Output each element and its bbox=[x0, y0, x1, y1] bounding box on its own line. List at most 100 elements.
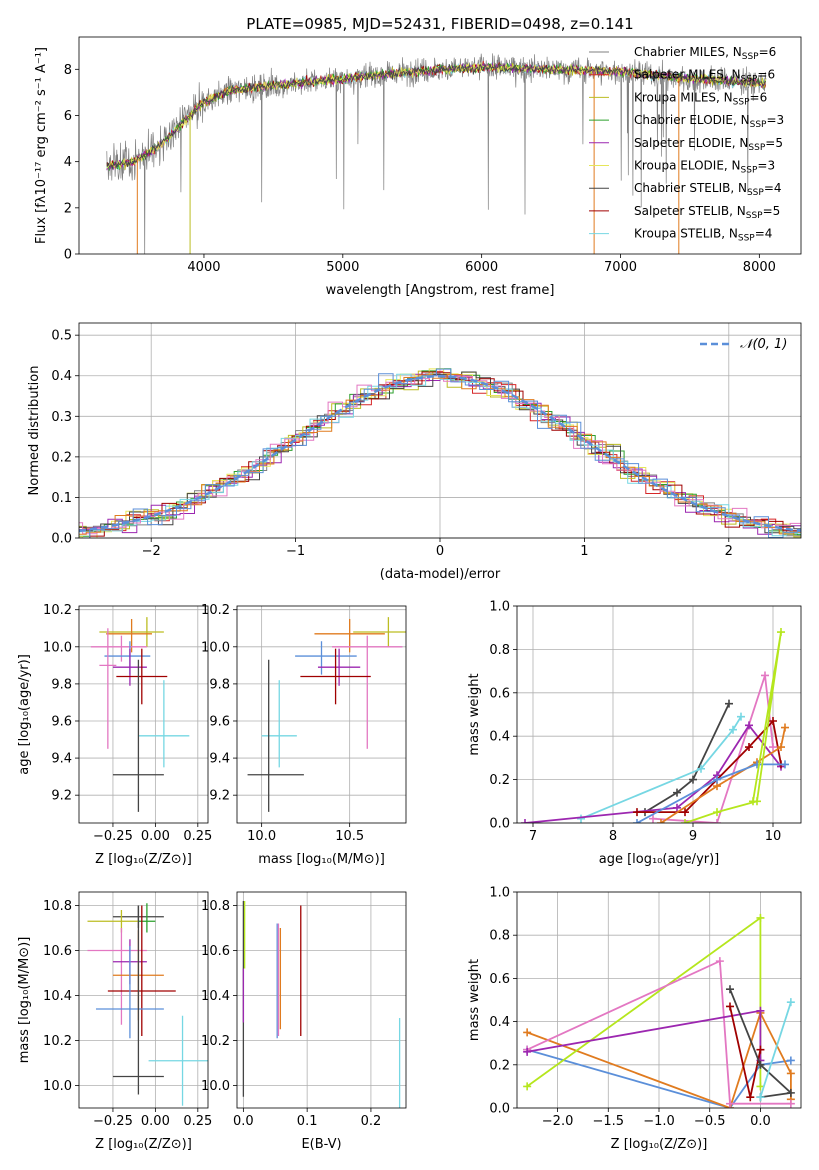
x-tick-label: 0.25 bbox=[183, 829, 212, 844]
series-line-0 bbox=[526, 1048, 792, 1108]
series-line-6 bbox=[106, 62, 766, 169]
series-line-7 bbox=[759, 1001, 792, 1098]
point-marker bbox=[777, 743, 785, 752]
x-tick-label: −1.5 bbox=[592, 1114, 624, 1129]
legend-label-tail: =6 bbox=[759, 45, 777, 59]
panel-mass_vs_EBV: 0.0 0.1 0.2 10.0 10.2 10.4 10.6 10.8 E(B-V) bbox=[201, 891, 407, 1152]
y-tick-label: 0.8 bbox=[489, 929, 510, 944]
y-tick-label: 9.8 bbox=[51, 677, 72, 692]
axes-frame bbox=[516, 605, 802, 824]
point-marker bbox=[633, 808, 641, 817]
y-tick-label: 0.4 bbox=[489, 730, 510, 745]
legend-label-main: Chabrier STELIB, N bbox=[634, 181, 747, 195]
point-marker bbox=[577, 814, 585, 823]
x-tick-label: 0 bbox=[436, 544, 444, 559]
y-axis-label: Flux [fλ10⁻¹⁷ erg cm⁻² s⁻¹ A⁻¹] bbox=[34, 47, 49, 244]
point-marker bbox=[726, 985, 734, 994]
histogram-11 bbox=[79, 368, 801, 538]
point-marker bbox=[781, 760, 789, 769]
y-tick-label: 10.6 bbox=[43, 944, 72, 959]
y-tick-label: 4 bbox=[64, 155, 72, 170]
point-marker bbox=[726, 1099, 734, 1108]
y-tick-label: 10.0 bbox=[43, 640, 72, 655]
legend-label: Chabrier STELIB, NSSP=4 bbox=[634, 181, 782, 198]
point-marker bbox=[786, 1056, 795, 1065]
normal-curve bbox=[79, 374, 801, 533]
y-tick-label: 10.0 bbox=[201, 640, 230, 655]
y-tick-label: 2 bbox=[64, 201, 72, 216]
x-axis-label: Z [log₁₀(Z/Z⊙)] bbox=[611, 1137, 708, 1152]
point-marker bbox=[681, 808, 689, 817]
y-tick-label: 0.6 bbox=[489, 972, 510, 987]
y-tick-label: 0 bbox=[64, 248, 72, 263]
x-tick-label: 4000 bbox=[187, 260, 220, 275]
panel-weight_vs_Z: −2.0 −1.5 −1.0 −0.5 0.0 0.0 0.2 0.4 0.6 0.8 1.0 Z [… bbox=[467, 886, 802, 1152]
series-line-3 bbox=[526, 959, 791, 1105]
series-line-6 bbox=[729, 988, 793, 1099]
x-tick-label: 0.1 bbox=[297, 1114, 318, 1129]
x-tick-label: 7 bbox=[529, 829, 537, 844]
legend-label-main: Chabrier ELODIE, N bbox=[634, 113, 750, 127]
legend-label: Kroupa MILES, NSSP=6 bbox=[634, 90, 767, 107]
x-tick-label: 5000 bbox=[326, 260, 359, 275]
axes-frame bbox=[516, 891, 802, 1109]
y-tick-label: 9.8 bbox=[209, 677, 230, 692]
point-marker bbox=[673, 788, 681, 797]
x-axis-label: (data-model)/error bbox=[380, 567, 501, 582]
point-marker bbox=[786, 998, 795, 1007]
x-tick-label: −0.25 bbox=[93, 1114, 133, 1129]
legend-label-tail: =4 bbox=[755, 227, 773, 241]
y-tick-label: 9.4 bbox=[209, 752, 230, 767]
y-tick-label: 10.2 bbox=[43, 603, 72, 618]
y-tick-label: 10.8 bbox=[43, 899, 72, 914]
histogram-5 bbox=[79, 368, 801, 538]
point-marker bbox=[769, 717, 777, 726]
point-marker bbox=[681, 819, 689, 823]
point-marker bbox=[726, 1002, 734, 1011]
point-marker bbox=[523, 1028, 532, 1037]
y-tick-label: 0.4 bbox=[489, 1015, 510, 1030]
legend-label-main: Chabrier MILES, N bbox=[634, 45, 742, 59]
y-tick-label: 10.4 bbox=[201, 989, 230, 1004]
y-tick-label: 0.0 bbox=[489, 817, 510, 832]
y-tick-label: 1.0 bbox=[489, 600, 510, 615]
y-axis-label: mass weight bbox=[467, 673, 482, 755]
histogram-3 bbox=[79, 368, 801, 537]
legend-label-tail: =5 bbox=[765, 136, 783, 150]
legend-label-main: Kroupa ELODIE, N bbox=[634, 159, 741, 173]
x-axis-label: E(B-V) bbox=[301, 1137, 341, 1152]
y-tick-label: 0.2 bbox=[489, 1058, 510, 1073]
point-marker bbox=[769, 743, 777, 752]
y-tick-label: 10.4 bbox=[43, 989, 72, 1004]
axes-frame bbox=[78, 605, 209, 824]
legend-label-sub: SSP bbox=[741, 75, 758, 85]
x-tick-label: −2 bbox=[142, 544, 161, 559]
x-tick-label: 6000 bbox=[465, 260, 498, 275]
y-tick-label: 0.3 bbox=[51, 410, 72, 425]
point-marker bbox=[737, 712, 745, 721]
y-tick-label: 0.0 bbox=[489, 1102, 510, 1117]
y-tick-label: 10.8 bbox=[201, 899, 230, 914]
y-tick-label: 9.4 bbox=[51, 752, 72, 767]
legend-label-tail: =6 bbox=[757, 68, 775, 82]
x-axis-label: Z [log₁₀(Z/Z⊙)] bbox=[95, 852, 192, 867]
x-tick-label: 0.0 bbox=[750, 1114, 771, 1129]
x-tick-label: 9 bbox=[689, 829, 697, 844]
point-marker bbox=[729, 725, 737, 734]
point-marker bbox=[725, 699, 733, 708]
point-marker bbox=[657, 819, 665, 823]
y-tick-label: 9.6 bbox=[209, 714, 230, 729]
x-tick-label: 8000 bbox=[743, 260, 776, 275]
legend-label-tail: =6 bbox=[750, 90, 768, 104]
x-tick-label: −1 bbox=[286, 544, 305, 559]
x-tick-label: 7000 bbox=[604, 260, 637, 275]
x-tick-label: −0.5 bbox=[694, 1114, 726, 1129]
axes-frame bbox=[78, 891, 209, 1109]
point-marker bbox=[715, 957, 724, 966]
point-marker bbox=[756, 1093, 765, 1102]
y-tick-label: 9.2 bbox=[209, 789, 230, 804]
axes-frame bbox=[78, 322, 802, 539]
x-tick-label: 0.2 bbox=[361, 1114, 382, 1129]
point-marker bbox=[649, 814, 657, 823]
legend-label: 𝒩(0, 1) bbox=[740, 337, 787, 352]
